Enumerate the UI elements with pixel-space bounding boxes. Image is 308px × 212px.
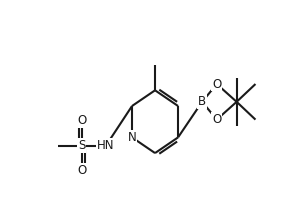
Text: O: O (212, 113, 221, 126)
Text: O: O (77, 164, 87, 177)
Text: B: B (198, 95, 206, 108)
Text: S: S (78, 139, 86, 152)
Text: N: N (128, 131, 136, 144)
Text: O: O (77, 114, 87, 127)
Text: O: O (212, 78, 221, 91)
Text: HN: HN (97, 139, 115, 152)
